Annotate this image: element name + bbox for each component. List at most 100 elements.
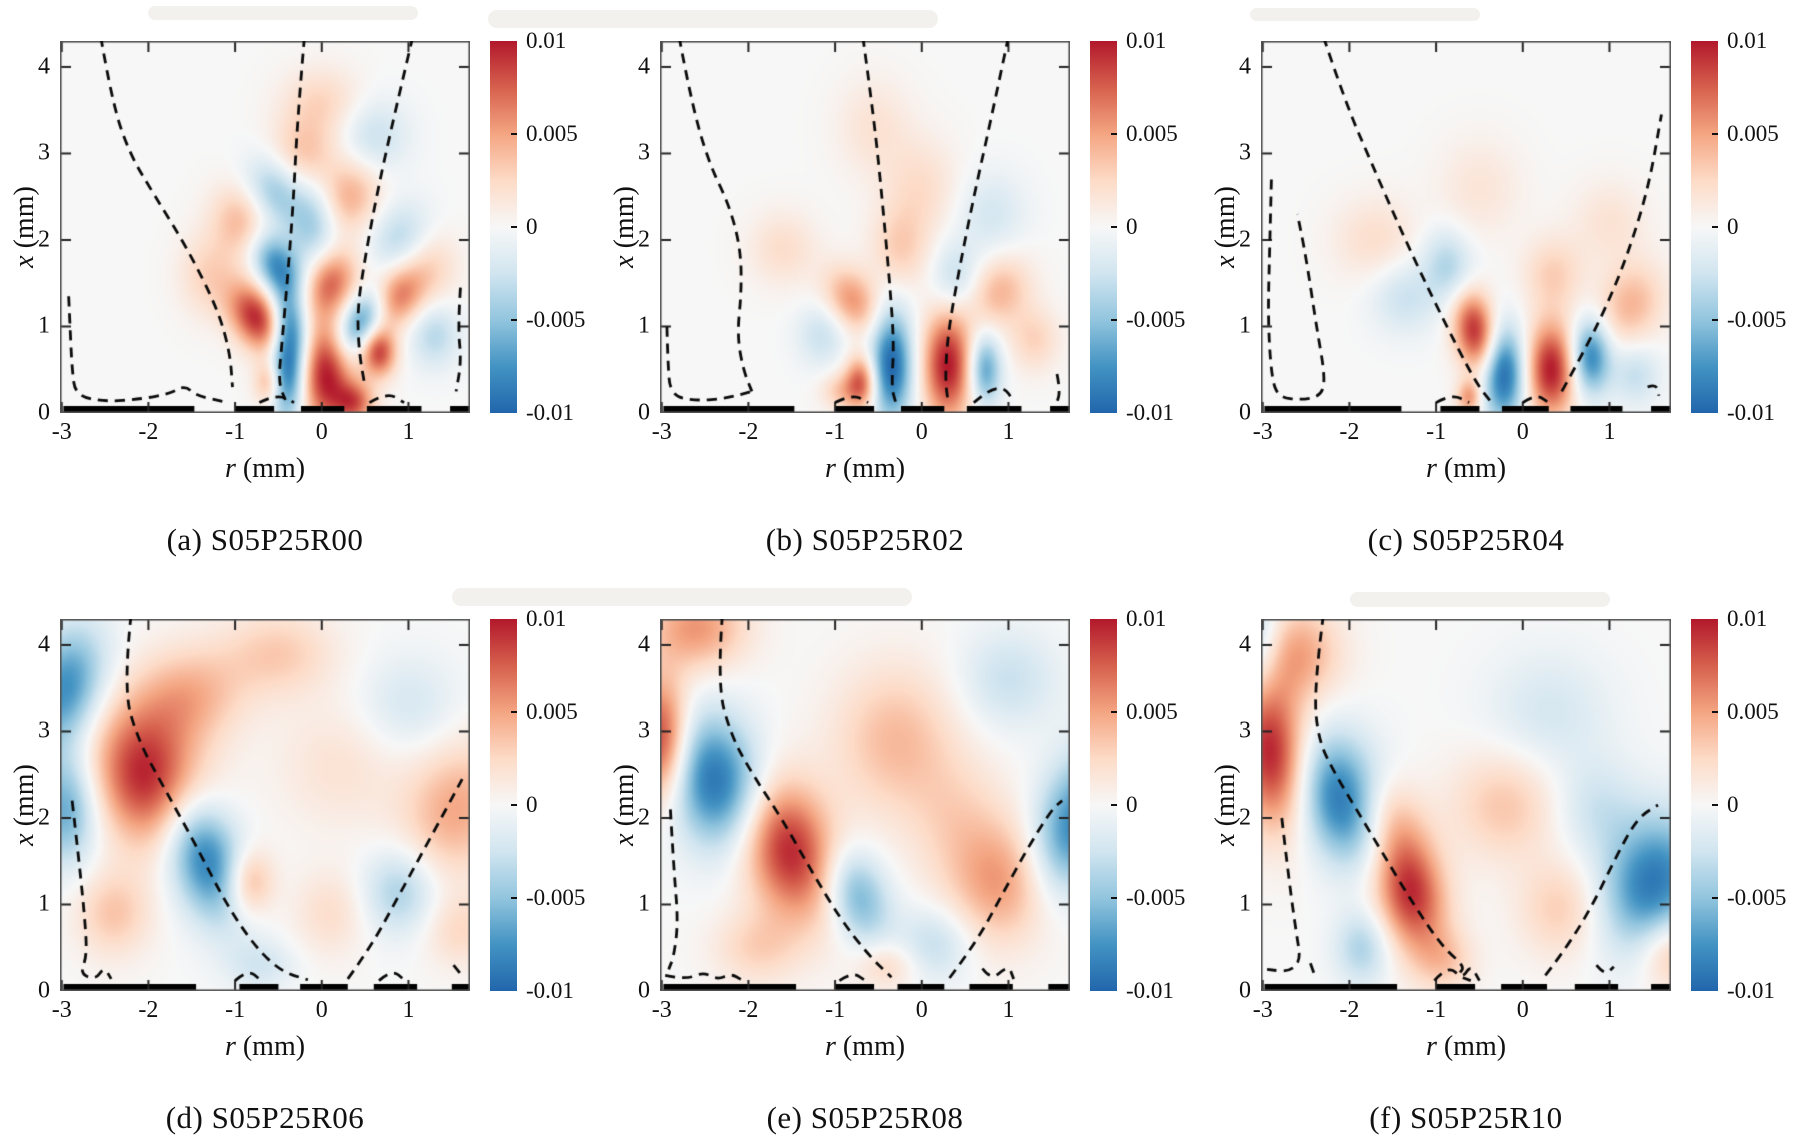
- y-tick-label: 0: [1239, 399, 1251, 426]
- x-tick-label: 1: [1002, 419, 1015, 445]
- colorbar-tick-label: 0.005: [1126, 699, 1178, 724]
- y-tick-label: 1: [1239, 312, 1251, 339]
- contour-overlay-canvas: [660, 41, 1070, 413]
- y-tick-label: 1: [38, 312, 50, 339]
- x-tick-label: -2: [738, 419, 759, 445]
- panel-caption: (f) S05P25R10: [1369, 1100, 1563, 1135]
- x-tick-label: 1: [402, 997, 415, 1023]
- colorbar-tick-label: 0: [1727, 792, 1739, 817]
- colorbar-tick-label: -0.005: [526, 307, 586, 332]
- x-tick-label: 0: [315, 419, 328, 445]
- panel-f: (f) S05P25R10 -3 -2 -1 0 1 0 1 2 3 4 r (mm) x (mm) 0…: [1203, 578, 1804, 1145]
- colorbar-tick: [1111, 897, 1117, 899]
- colorbar-tick: [1712, 133, 1718, 135]
- x-tick-label: -3: [1252, 419, 1273, 445]
- colorbar-tick-label: 0: [1727, 214, 1739, 239]
- x-tick-label: -1: [225, 997, 246, 1023]
- y-tick-label: 0: [38, 977, 50, 1004]
- colorbar-tick: [1111, 226, 1117, 228]
- x-axis-label: r (mm): [224, 1031, 306, 1062]
- x-tick-label: 1: [1603, 997, 1616, 1023]
- colorbar-tick: [1111, 804, 1117, 806]
- y-tick-label: 2: [1239, 804, 1251, 831]
- panel-a: (a) S05P25R00 -3 -2 -1 0 1 0 1 2 3 4 r (mm) x (mm) 0…: [2, 0, 603, 567]
- x-tick-label: 0: [1516, 419, 1529, 445]
- axis-variable: r: [224, 453, 236, 484]
- colorbar-tick-label: -0.005: [1727, 307, 1787, 332]
- contour-overlay-canvas: [60, 41, 470, 413]
- colorbar-tick-label: 0.01: [526, 606, 567, 631]
- x-tick-label: -1: [825, 419, 846, 445]
- axis-variable: r: [1425, 1031, 1437, 1062]
- x-tick-label: -3: [1252, 997, 1273, 1023]
- y-tick-label: 4: [1239, 53, 1251, 80]
- y-tick-label: 3: [1239, 139, 1251, 166]
- x-tick-label: -2: [138, 419, 159, 445]
- colorbar-tick: [1712, 319, 1718, 321]
- x-axis-label: r (mm): [224, 453, 306, 484]
- y-tick-label: 0: [38, 399, 50, 426]
- colorbar-tick-label: 0.01: [1727, 606, 1768, 631]
- x-tick-label: -3: [651, 419, 672, 445]
- x-tick-label: 1: [1603, 419, 1616, 445]
- y-tick-label: 2: [638, 804, 650, 831]
- colorbar-tick-label: -0.01: [1727, 400, 1775, 425]
- y-tick-label: 2: [1239, 226, 1251, 253]
- y-axis-label: x (mm): [9, 186, 40, 268]
- colorbar-tick-label: 0.005: [1126, 121, 1178, 146]
- contour-overlay-canvas: [1261, 41, 1671, 413]
- x-tick-label: -3: [651, 997, 672, 1023]
- y-tick-label: 4: [638, 631, 650, 658]
- axis-variable: r: [824, 453, 836, 484]
- colorbar-tick-label: -0.01: [1126, 400, 1174, 425]
- scan-artifact: [488, 10, 938, 28]
- y-tick-label: 2: [38, 804, 50, 831]
- y-tick-label: 4: [38, 631, 50, 658]
- x-tick-label: -2: [1339, 997, 1360, 1023]
- colorbar-tick-label: 0.01: [526, 28, 567, 53]
- y-tick-label: 3: [638, 139, 650, 166]
- axis-variable: x: [1210, 833, 1241, 846]
- colorbar-tick-label: -0.005: [1126, 307, 1186, 332]
- colorbar-tick-label: -0.01: [526, 978, 574, 1003]
- colorbar-tick: [511, 897, 517, 899]
- panel-caption: (a) S05P25R00: [166, 522, 364, 557]
- colorbar-tick-label: 0.01: [1126, 606, 1167, 631]
- colorbar-tick-label: -0.01: [1126, 978, 1174, 1003]
- colorbar-tick-label: 0: [1126, 214, 1138, 239]
- axis-variable: x: [1210, 255, 1241, 268]
- y-axis-label: x (mm): [609, 186, 640, 268]
- colorbar-tick: [511, 319, 517, 321]
- y-axis-label: x (mm): [609, 764, 640, 846]
- axis-variable: x: [9, 255, 40, 268]
- contour-overlay-canvas: [60, 619, 470, 991]
- y-tick-label: 3: [38, 139, 50, 166]
- colorbar-tick-label: 0: [526, 214, 538, 239]
- y-tick-label: 0: [638, 977, 650, 1004]
- x-tick-label: -1: [225, 419, 246, 445]
- colorbar-tick-label: -0.01: [1727, 978, 1775, 1003]
- axis-variable: x: [609, 833, 640, 846]
- panel-caption: (d) S05P25R06: [165, 1100, 365, 1135]
- y-tick-label: 3: [638, 717, 650, 744]
- x-axis-label: r (mm): [1425, 1031, 1507, 1062]
- panel-e: (e) S05P25R08 -3 -2 -1 0 1 0 1 2 3 4 r (mm) x (mm) 0…: [602, 578, 1203, 1145]
- colorbar-tick: [511, 711, 517, 713]
- x-axis-label: r (mm): [824, 1031, 906, 1062]
- scan-artifact: [1250, 8, 1480, 21]
- colorbar-tick-label: -0.005: [1727, 885, 1787, 910]
- x-tick-label: 1: [1002, 997, 1015, 1023]
- panel-caption: (e) S05P25R08: [766, 1100, 964, 1135]
- y-tick-label: 3: [1239, 717, 1251, 744]
- panel-d: (d) S05P25R06 -3 -2 -1 0 1 0 1 2 3 4 r (mm) x (mm) 0…: [2, 578, 603, 1145]
- axis-variable: r: [824, 1031, 836, 1062]
- axis-variable: x: [9, 833, 40, 846]
- contour-overlay-canvas: [660, 619, 1070, 991]
- colorbar-tick-label: 0: [526, 792, 538, 817]
- x-tick-label: 0: [915, 997, 928, 1023]
- scan-artifact: [452, 588, 912, 606]
- scan-artifact: [148, 6, 418, 20]
- x-axis-label: r (mm): [824, 453, 906, 484]
- axis-variable: r: [1425, 453, 1437, 484]
- panel-c: (c) S05P25R04 -3 -2 -1 0 1 0 1 2 3 4 r (mm) x (mm) 0…: [1203, 0, 1804, 567]
